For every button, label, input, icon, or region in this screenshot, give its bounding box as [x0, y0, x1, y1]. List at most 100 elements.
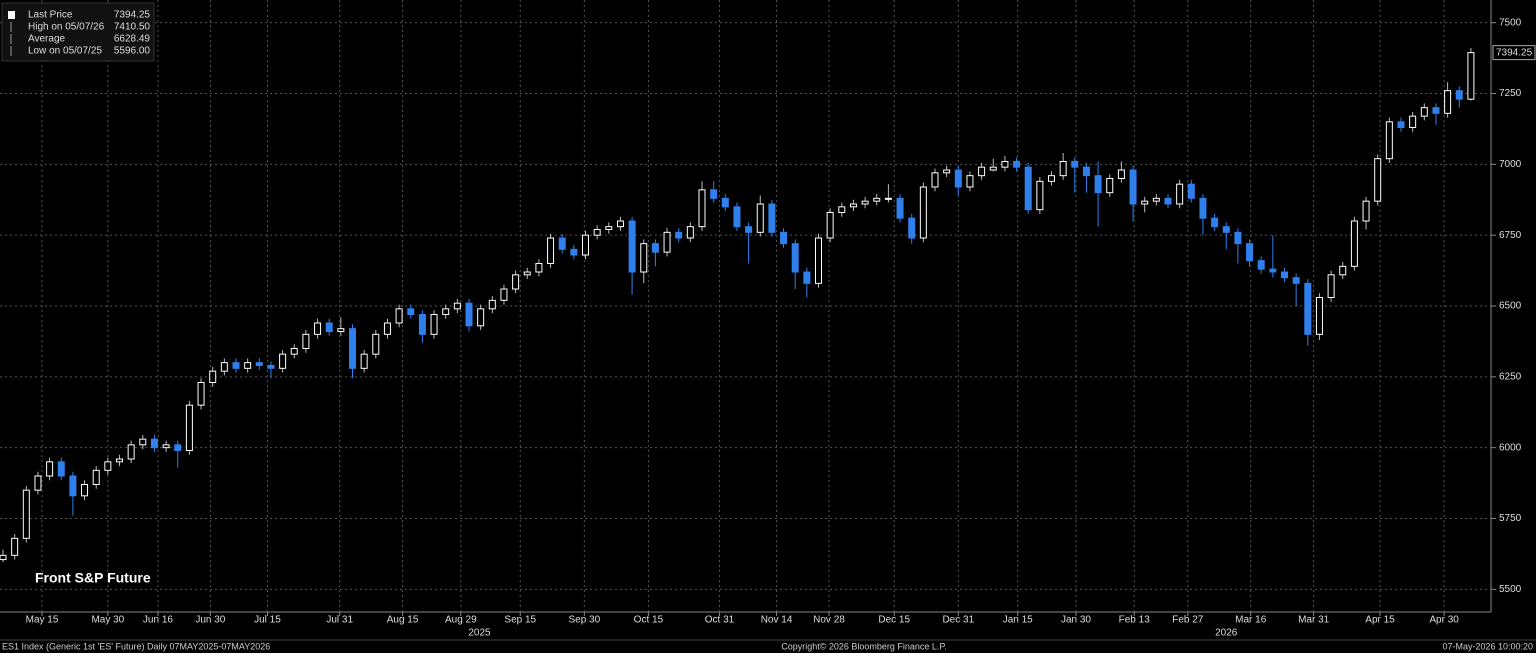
- annotation: Front S&P Future: [35, 570, 151, 586]
- candle-body: [826, 212, 834, 239]
- candle-body: [22, 489, 30, 539]
- candle-body: [1199, 197, 1207, 219]
- year-label: 2025: [468, 628, 491, 639]
- candle-body: [1315, 297, 1323, 335]
- y-tick-label: 6500: [1499, 301, 1522, 312]
- candle-body: [349, 328, 356, 369]
- legend-value: 6628.49: [114, 34, 151, 45]
- candle-body: [174, 444, 182, 452]
- candle-body: [733, 206, 741, 228]
- candle-body: [745, 226, 753, 233]
- y-tick-label: 6750: [1499, 230, 1522, 241]
- candle-body: [1141, 200, 1149, 205]
- legend-value: 5596.00: [114, 46, 151, 57]
- candle-body: [1059, 161, 1067, 177]
- candle-body: [1152, 197, 1160, 202]
- x-tick-label: Nov 14: [761, 615, 793, 626]
- candle-body: [756, 203, 764, 233]
- candle-body: [838, 206, 846, 213]
- candle-body: [1281, 271, 1288, 279]
- candle-body: [465, 302, 473, 327]
- footer-left: ES1 Index (Generic 1st 'ES' Future) Dail…: [2, 641, 270, 651]
- candle-body: [780, 231, 788, 245]
- x-tick-label: Jan 15: [1003, 615, 1033, 626]
- candle-body: [943, 169, 951, 174]
- candle-body: [185, 404, 193, 451]
- candle-body: [803, 271, 811, 284]
- footer-right: 07-May-2026 10:00:20: [1442, 641, 1533, 651]
- candle-body: [255, 362, 263, 366]
- candle-body: [57, 461, 65, 477]
- candle-body: [1187, 183, 1195, 199]
- candle-body: [232, 362, 240, 369]
- candle-body: [1129, 169, 1137, 205]
- candle-body: [209, 370, 217, 383]
- candle-body: [710, 189, 718, 199]
- candle-body: [547, 237, 555, 264]
- candle-body: [884, 197, 892, 200]
- footer-center: Copyright© 2026 Bloomberg Finance L.P.: [781, 641, 947, 651]
- y-tick-label: 7500: [1499, 17, 1522, 28]
- y-tick-label: 7000: [1499, 159, 1522, 170]
- x-tick-label: Jul 15: [254, 615, 281, 626]
- candle-body: [11, 537, 19, 556]
- candle-body: [267, 365, 275, 369]
- candle-body: [1420, 107, 1428, 117]
- candle-body: [1350, 220, 1358, 267]
- candle-body: [1071, 161, 1079, 168]
- candle-body: [1409, 115, 1417, 128]
- candle-body: [978, 166, 986, 177]
- y-tick-label: 6000: [1499, 442, 1522, 453]
- candle-body: [698, 189, 706, 228]
- x-tick-label: May 30: [91, 615, 124, 626]
- candle-body: [69, 475, 77, 497]
- candle-body: [1327, 274, 1335, 299]
- candle-body: [430, 314, 438, 335]
- candle-body: [1082, 166, 1090, 177]
- candle-body: [570, 248, 578, 256]
- candle-body: [1001, 161, 1009, 168]
- candle-body: [92, 469, 100, 486]
- x-tick-label: Jun 16: [143, 615, 173, 626]
- x-tick-label: Jan 30: [1061, 615, 1091, 626]
- candle-body: [966, 175, 974, 188]
- candle-body: [523, 271, 531, 276]
- last-price-tag: [1492, 45, 1536, 61]
- y-tick-label: 6250: [1499, 371, 1522, 382]
- candle-body: [616, 220, 624, 228]
- x-tick-label: Mar 16: [1235, 615, 1267, 626]
- candle-body: [919, 186, 927, 239]
- candle-body: [1385, 121, 1393, 160]
- x-tick-label: Nov 28: [813, 615, 845, 626]
- candle-body: [150, 438, 158, 449]
- candle-body: [116, 458, 123, 463]
- candle-body: [442, 308, 450, 316]
- x-tick-label: Oct 31: [705, 615, 735, 626]
- candle-body: [1176, 183, 1184, 205]
- candle-body: [162, 444, 170, 449]
- candle-body: [768, 203, 776, 233]
- candle-body: [849, 203, 857, 208]
- candle-body: [931, 172, 939, 188]
- candle-body: [372, 333, 380, 355]
- candle-body: [1222, 226, 1230, 233]
- candle-body: [383, 322, 391, 335]
- candle-body: [1117, 169, 1125, 179]
- candle-body: [395, 308, 403, 324]
- candle-body: [337, 328, 345, 332]
- legend-label: Average: [28, 34, 66, 45]
- x-tick-label: Sep 30: [568, 615, 600, 626]
- candle-body: [1094, 175, 1102, 194]
- candle-body: [1304, 282, 1312, 335]
- candle-body: [1013, 161, 1021, 168]
- candle-body: [686, 226, 694, 239]
- candle-body: [81, 484, 89, 497]
- candle-body: [220, 362, 228, 372]
- candle-body: [360, 353, 368, 369]
- candle-body: [325, 322, 333, 332]
- candle-body: [1397, 121, 1405, 129]
- candle-body: [1432, 107, 1440, 114]
- candle-body: [1444, 90, 1452, 114]
